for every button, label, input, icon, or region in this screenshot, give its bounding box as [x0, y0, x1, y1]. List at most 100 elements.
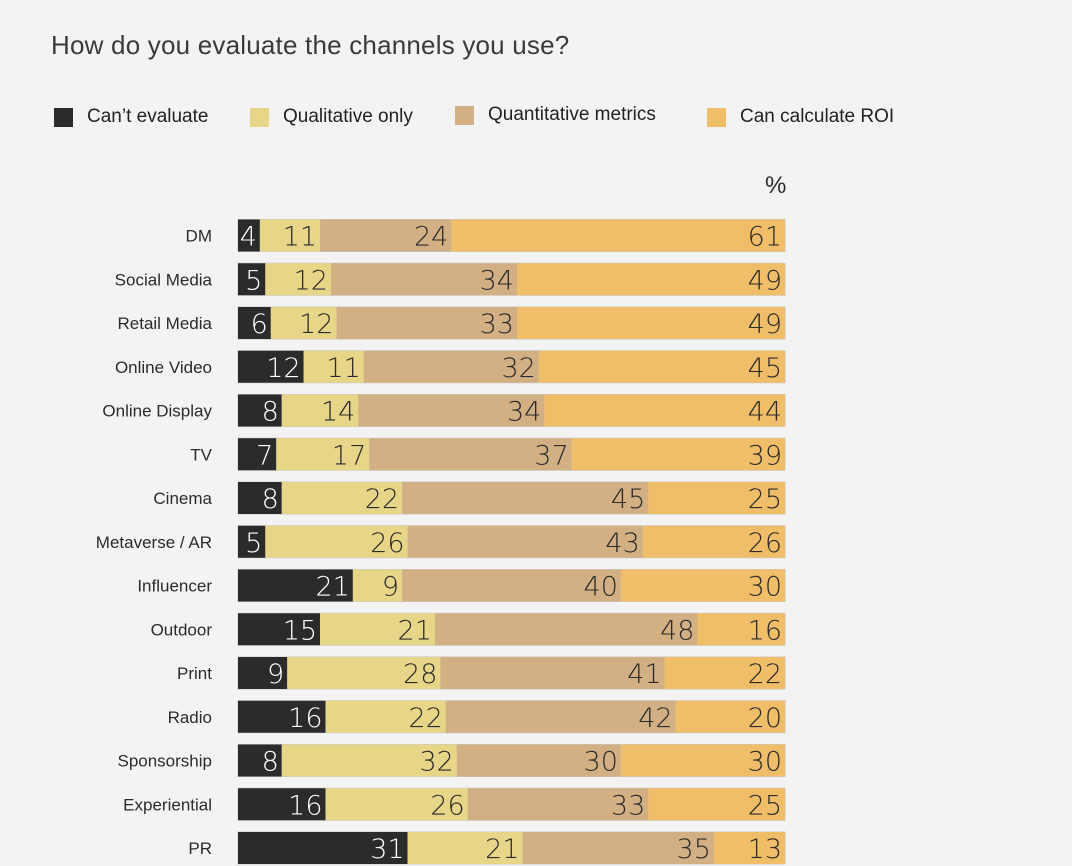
- data-label: 25: [748, 790, 782, 821]
- data-label: 16: [748, 615, 782, 646]
- data-label: 12: [299, 309, 333, 340]
- bar-row-cinema: Cinema 8 22 45 25: [153, 481, 786, 515]
- category-label: Social Media: [115, 270, 213, 289]
- category-label: Online Video: [115, 358, 212, 377]
- category-label: Online Display: [102, 402, 212, 421]
- data-label: 11: [326, 353, 360, 384]
- data-label: 21: [485, 834, 519, 865]
- data-label: 12: [294, 265, 328, 296]
- bar-segment-qualitative-only: [325, 700, 446, 733]
- bar-row-experiential: Experiential 16 26 33 25: [123, 787, 786, 821]
- bar-row-retail-media: Retail Media 6 12 33 49: [118, 306, 786, 340]
- data-label: 30: [748, 747, 782, 778]
- data-label: 35: [677, 834, 711, 865]
- bar-segment-quantitative-metrics: [358, 394, 545, 427]
- bar-segment-qualitative-only: [281, 744, 457, 777]
- data-label: 7: [256, 440, 273, 471]
- bar-segment-can-calculate-roi: [451, 219, 785, 252]
- data-label: 40: [584, 572, 618, 603]
- bar-segment-qualitative-only: [407, 832, 523, 864]
- bar-row-outdoor: Outdoor 15 21 48 16: [151, 612, 786, 646]
- legend-label: Qualitative only: [283, 106, 413, 127]
- data-label: 5: [245, 265, 262, 296]
- bar-segment-qualitative-only: [352, 569, 403, 602]
- data-label: 16: [288, 790, 322, 821]
- data-label: 22: [409, 703, 443, 734]
- bar-segment-qualitative-only: [259, 219, 321, 252]
- category-label: Cinema: [153, 489, 212, 508]
- bar-segment-qualitative-only: [287, 657, 441, 689]
- data-label: 30: [748, 572, 782, 603]
- bar-segment-quantitative-metrics: [456, 744, 621, 777]
- data-label: 48: [660, 615, 694, 646]
- data-label: 11: [283, 222, 317, 253]
- bar-segment-quantitative-metrics: [402, 482, 649, 514]
- category-label: Sponsorship: [117, 752, 212, 771]
- bar-segment-can-t-evaluate: [238, 394, 282, 427]
- legend-swatch: [455, 105, 474, 125]
- data-label: 44: [748, 397, 782, 428]
- bar-segment-can-calculate-roi: [571, 438, 785, 471]
- data-label: 8: [262, 484, 279, 515]
- bar-segment-quantitative-metrics: [363, 350, 539, 383]
- legend-item-quantitative-metrics: Quantitative metrics: [455, 104, 656, 126]
- legend-swatch: [54, 107, 73, 127]
- bar-segment-can-t-evaluate: [238, 350, 304, 383]
- data-label: 15: [283, 615, 317, 646]
- category-label: Experiential: [123, 795, 212, 814]
- bar-row-metaverse-ar: Metaverse / AR 5 26 43 26: [96, 525, 786, 559]
- data-label: 8: [262, 397, 279, 428]
- category-label: Radio: [168, 708, 212, 727]
- data-label: 21: [398, 615, 432, 646]
- bar-row-pr: PR 31 21 35 13: [188, 831, 786, 865]
- bar-segment-quantitative-metrics: [369, 438, 572, 471]
- bar-segment-can-calculate-roi: [538, 350, 785, 383]
- data-label: 33: [611, 790, 645, 821]
- data-label: 24: [414, 222, 448, 253]
- data-label: 32: [501, 353, 535, 384]
- bar-segment-quantitative-metrics: [407, 525, 643, 558]
- bar-segment-quantitative-metrics: [330, 263, 517, 296]
- legend-item-can-calculate-roi: Can calculate ROI: [707, 106, 894, 128]
- data-label: 41: [627, 659, 661, 690]
- data-label: 20: [748, 703, 782, 734]
- data-label: 26: [370, 528, 404, 559]
- data-label: 25: [748, 484, 782, 515]
- data-label: 21: [316, 572, 350, 603]
- bar-segment-can-calculate-roi: [620, 744, 785, 777]
- bar-segment-qualitative-only: [281, 394, 359, 427]
- data-label: 12: [266, 353, 300, 384]
- legend-swatch: [250, 107, 269, 127]
- bar-segment-can-t-evaluate: [238, 832, 408, 864]
- data-label: 16: [288, 703, 322, 734]
- data-label: 8: [262, 747, 279, 778]
- data-label: 34: [507, 397, 541, 428]
- bar-segment-quantitative-metrics: [445, 700, 676, 733]
- data-label: 30: [584, 747, 618, 778]
- bar-segment-can-t-evaluate: [238, 525, 266, 558]
- bar-segment-can-calculate-roi: [713, 832, 785, 864]
- bar-segment-can-t-evaluate: [238, 700, 326, 733]
- bar-row-influencer: Influencer 21 9 40 30: [137, 569, 786, 603]
- bar-segment-can-t-evaluate: [238, 657, 288, 689]
- bar-segment-can-calculate-roi: [544, 394, 785, 427]
- data-label: 45: [611, 484, 645, 515]
- bar-segment-qualitative-only: [325, 788, 468, 821]
- bar-row-dm: DM 4 11 24 61: [186, 219, 786, 253]
- data-label: 14: [321, 397, 355, 428]
- data-label: 45: [748, 353, 782, 384]
- data-label: 22: [748, 659, 782, 690]
- bar-segment-quantitative-metrics: [522, 832, 714, 864]
- bar-segment-qualitative-only: [276, 438, 370, 471]
- bar-segment-can-t-evaluate: [238, 438, 277, 471]
- category-label: PR: [188, 839, 212, 858]
- legend-swatch: [707, 107, 726, 127]
- data-label: 34: [480, 265, 514, 296]
- bar-segment-can-calculate-roi: [648, 788, 785, 821]
- bar-segment-qualitative-only: [320, 613, 435, 646]
- data-label: 5: [245, 528, 262, 559]
- bar-segment-quantitative-metrics: [440, 657, 665, 689]
- data-label: 31: [370, 834, 404, 865]
- category-label: TV: [190, 445, 212, 464]
- category-label: Influencer: [137, 577, 212, 596]
